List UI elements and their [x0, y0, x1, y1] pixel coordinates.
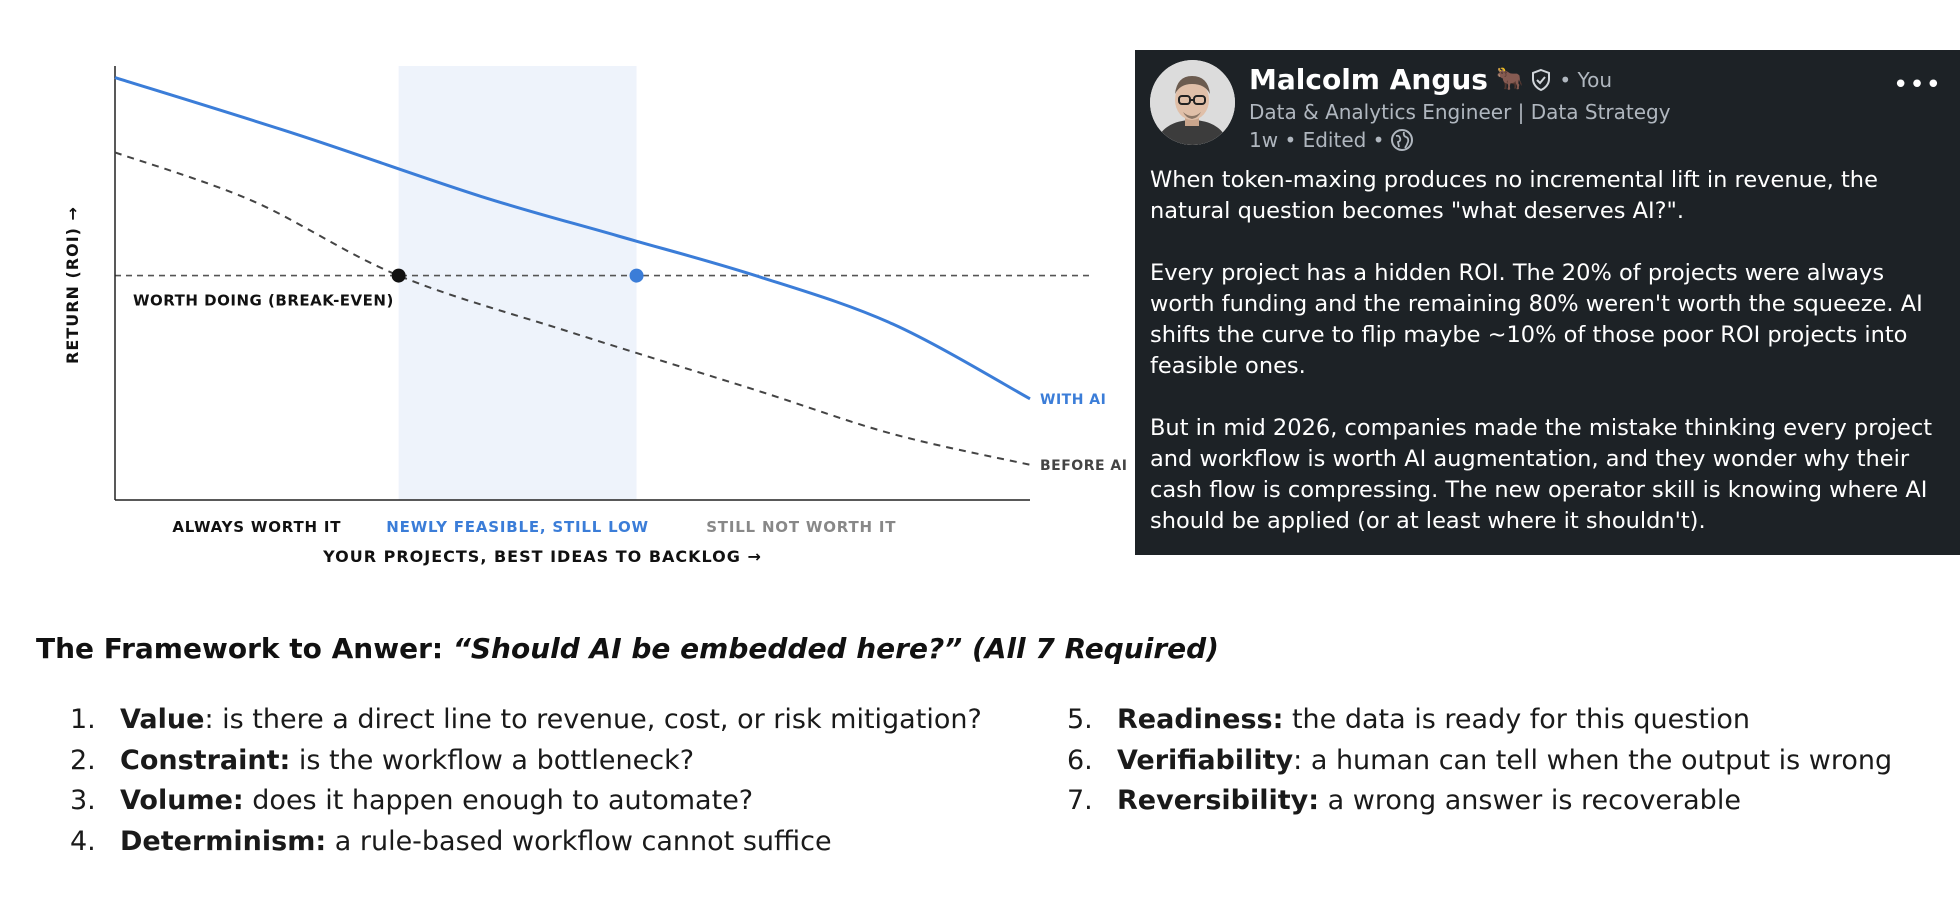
framework-list-right: 5. Readiness: the data is ready for this … — [1067, 700, 1892, 822]
intersection-point — [391, 268, 406, 283]
author-name[interactable]: Malcolm Angus — [1249, 63, 1488, 96]
series-label-with-ai: WITH AI — [1040, 392, 1106, 408]
post-paragraph: Every project has a hidden ROI. The 20% … — [1150, 260, 1923, 379]
region-label-newly-feasible-still-low: NEWLY FEASIBLE, STILL LOW — [386, 518, 649, 536]
criterion-text: : is there a direct line to revenue, cos… — [204, 704, 982, 735]
intersection-point — [629, 268, 644, 283]
connection-degree: • You — [1559, 67, 1613, 92]
post-paragraph: When token-maxing produces no incrementa… — [1150, 167, 1878, 224]
list-number: 4. — [70, 825, 96, 857]
y-axis-label: RETURN (ROI) → — [63, 206, 82, 364]
criterion-text: a rule-based workflow cannot suffice — [326, 825, 832, 857]
criterion-name: Readiness: — [1117, 704, 1284, 735]
list-item: 1. Value: is there a direct line to reven… — [70, 700, 982, 741]
criterion-text: : a human can tell when the output is wr… — [1293, 744, 1893, 776]
series-label-before-ai: BEFORE AI — [1040, 458, 1127, 474]
series-line-with-ai — [114, 76, 1031, 401]
x-axis-label: YOUR PROJECTS, BEST IDEAS TO BACKLOG → — [322, 547, 762, 566]
list-number: 3. — [70, 785, 96, 816]
list-item: 3. Volume: does it happen enough to autom… — [70, 781, 982, 822]
bull-emoji: 🐂 — [1495, 67, 1524, 92]
list-item: 7. Reversibility: a wrong answer is recov… — [1067, 781, 1892, 822]
framework-title-question: “Should AI be embedded here?” (All 7 Req… — [452, 632, 1219, 665]
framework-title: The Framework to Anwer: “Should AI be em… — [36, 632, 1219, 665]
list-number: 6. — [1067, 744, 1093, 776]
highlight-band — [398, 66, 637, 500]
criterion-name: Value — [120, 704, 205, 735]
list-item: 6. Verifiability: a human can tell when t… — [1067, 741, 1892, 782]
series-line-before-ai — [114, 151, 1031, 466]
list-number: 7. — [1067, 785, 1093, 816]
list-item: 2. Constraint: is the workflow a bottlene… — [70, 741, 982, 782]
post-body: When token-maxing produces no incrementa… — [1150, 165, 1950, 537]
criterion-name: Reversibility: — [1117, 785, 1320, 816]
more-options-icon[interactable]: ••• — [1892, 70, 1942, 100]
avatar-portrait-icon — [1150, 60, 1235, 145]
list-item: 5. Readiness: the data is ready for this … — [1067, 700, 1892, 741]
avatar[interactable] — [1150, 60, 1235, 145]
criterion-text: a wrong answer is recoverable — [1319, 785, 1741, 816]
criterion-name: Volume: — [120, 785, 244, 816]
post-paragraph: But in mid 2026, companies made the mist… — [1150, 415, 1933, 534]
post-timestamp: 1w • Edited • — [1249, 128, 1385, 152]
list-item: 4. Determinism: a rule-based workflow can… — [70, 822, 982, 863]
criterion-text: the data is ready for this question — [1283, 704, 1750, 735]
verified-shield-icon — [1529, 68, 1553, 92]
list-number: 5. — [1067, 704, 1093, 735]
list-number: 2. — [70, 744, 96, 776]
list-number: 1. — [70, 704, 96, 735]
criterion-name: Constraint: — [120, 744, 291, 776]
social-post-card: Malcolm Angus 🐂 • You Data & Analytics E… — [1135, 50, 1960, 555]
breakeven-label: WORTH DOING (BREAK-EVEN) — [133, 292, 394, 310]
region-label-always-worth-it: ALWAYS WORTH IT — [172, 518, 341, 536]
roi-chart: WORTH DOING (BREAK-EVEN) WITH AI BEFORE AI… — [63, 66, 1127, 566]
criterion-name: Determinism: — [120, 825, 327, 857]
region-label-still-not-worth-it: STILL NOT WORTH IT — [706, 518, 896, 536]
post-meta: 1w • Edited • — [1249, 128, 1414, 152]
author-headline: Data & Analytics Engineer | Data Strateg… — [1249, 100, 1671, 124]
criterion-text: is the workflow a bottleneck? — [290, 744, 695, 776]
criterion-text: does it happen enough to automate? — [243, 785, 754, 816]
framework-title-prefix: The Framework to Anwer: — [36, 632, 444, 665]
criterion-name: Verifiability — [1117, 744, 1294, 776]
framework-list-left: 1. Value: is there a direct line to reven… — [70, 700, 982, 862]
globe-icon — [1390, 128, 1414, 152]
